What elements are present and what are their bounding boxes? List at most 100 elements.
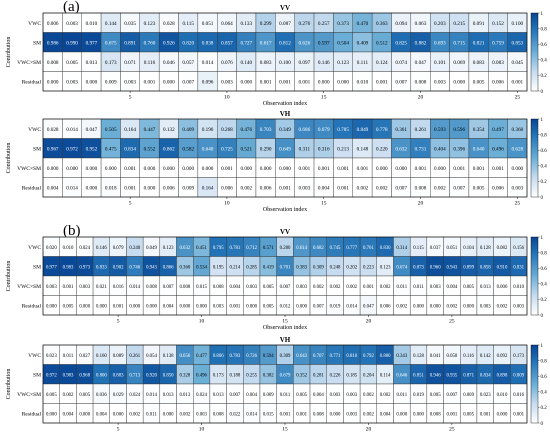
cell-value-label: 0.693 — [434, 40, 446, 46]
cell-value-label: 0.281 — [313, 373, 324, 378]
cell-value-label: 0.022 — [230, 412, 241, 417]
cell-value-label: 0.240 — [129, 246, 140, 251]
cell-value-label: 0.001 — [280, 412, 291, 417]
cell-value-label: 0.001 — [473, 166, 485, 172]
cell-value-label: 0.001 — [513, 412, 524, 417]
cell-value-label: 0.299 — [260, 21, 272, 27]
cell-value-label: 0.001 — [230, 304, 241, 309]
cell-value-label: 0.014 — [129, 285, 140, 290]
cell-value-label: 0.002 — [380, 285, 391, 290]
cell-value-label: 0.000 — [179, 304, 190, 309]
cell-value-label: 0.972 — [66, 146, 78, 152]
cell-value-label: 0.521 — [240, 146, 252, 152]
cell-value-label: 0.001 — [260, 79, 272, 85]
cell-value-label: 0.361 — [395, 127, 407, 133]
cell-value-label: 0.382 — [263, 373, 274, 378]
cell-value-label: 0.003 — [46, 285, 57, 290]
cell-value-label: 0.021 — [96, 285, 107, 290]
cell-value-label: 0.771 — [330, 354, 341, 359]
cell-value-label: 0.001 — [337, 185, 349, 191]
cell-value-label: 0.008 — [415, 79, 427, 85]
cell-value-label: 0.001 — [299, 79, 311, 85]
cell-value-label: 0.003 — [434, 79, 446, 85]
colorbar-tick-label: 0.4 — [541, 165, 548, 170]
x-tick-label: 5 — [117, 427, 120, 433]
x-tick-label: 20 — [418, 95, 424, 101]
cell-value-label: 0.447 — [144, 127, 156, 133]
cell-value-label: 0.003 — [511, 185, 523, 191]
colorbar-tick-label: 0.2 — [541, 406, 548, 411]
x-tick-label: 15 — [282, 319, 288, 325]
cell-value-label: 0.983 — [63, 373, 74, 378]
cell-value-label: 0.806 — [213, 354, 224, 359]
cell-value-label: 0.686 — [299, 127, 311, 133]
cell-value-label: 0.851 — [413, 373, 424, 378]
cell-value-label: 0.404 — [434, 146, 446, 152]
cell-value-label: 0.013 — [480, 285, 491, 290]
cell-value-label: 0.396 — [453, 146, 465, 152]
cell-value-label: 0.124 — [376, 60, 388, 66]
cell-value-label: 0.248 — [330, 265, 341, 270]
cell-value-label: 0.640 — [473, 146, 485, 152]
cell-value-label: 0.012 — [280, 304, 291, 309]
cell-value-label: 0.534 — [196, 265, 207, 270]
cell-value-label: 0.972 — [46, 373, 57, 378]
cell-value-label: 0.003 — [330, 393, 341, 398]
row-label: VWC — [28, 21, 41, 27]
cell-value-label: 0.133 — [240, 21, 252, 27]
cell-value-label: 0.001 — [453, 166, 465, 172]
cell-value-label: 0.001 — [492, 166, 504, 172]
cell-value-label: 0.001 — [511, 79, 523, 85]
cell-value-label: 0.011 — [146, 412, 157, 417]
x-tick-label: 15 — [282, 427, 288, 433]
cell-value-label: 0.761 — [363, 246, 374, 251]
cell-value-label: 0.123 — [380, 265, 391, 270]
row-label: Residual — [22, 79, 42, 85]
cell-value-label: 0.115 — [182, 21, 194, 27]
colorbar-tick-label: 0.2 — [541, 298, 548, 303]
cell-value-label: 0.497 — [492, 127, 504, 133]
cell-value-label: 0.010 — [513, 285, 524, 290]
cell-value-label: 0.013 — [86, 60, 98, 66]
cell-value-label: 0.001 — [376, 79, 388, 85]
cell-value-label: 0.054 — [146, 354, 157, 359]
x-tick-label: 5 — [117, 319, 120, 325]
cell-value-label: 0.116 — [463, 354, 474, 359]
cell-value-label: 0.000 — [146, 304, 157, 309]
cell-value-label: 0.505 — [105, 127, 117, 133]
cell-value-label: 0.007 — [395, 185, 407, 191]
cell-value-label: 0.285 — [246, 265, 257, 270]
cell-value-label: 0.593 — [434, 127, 446, 133]
cell-value-label: 0.000 — [105, 166, 117, 172]
cell-value-label: 0.276 — [299, 21, 311, 27]
colorbar — [530, 344, 539, 424]
cell-value-label: 0.005 — [79, 393, 90, 398]
colorbar-tick-label: 0.8 — [541, 133, 548, 138]
cell-value-label: 0.830 — [380, 246, 391, 251]
cell-value-label: 0.005 — [473, 79, 485, 85]
cell-value-label: 0.000 — [163, 79, 175, 85]
cell-value-label: 0.003 — [299, 185, 311, 191]
cell-value-label: 0.006 — [492, 185, 504, 191]
cell-value-label: 0.002 — [363, 412, 374, 417]
cell-value-label: 0.092 — [497, 354, 508, 359]
cell-value-label: 0.115 — [413, 246, 424, 251]
cell-value-label: 0.082 — [497, 246, 508, 251]
cell-value-label: 0.257 — [318, 21, 330, 27]
cell-value-label: 0.000 — [47, 79, 59, 85]
cell-value-label: 0.833 — [96, 265, 107, 270]
cell-value-label: 0.701 — [280, 265, 291, 270]
cell-value-label: 0.148 — [357, 146, 369, 152]
cell-value-label: 0.000 — [96, 304, 107, 309]
cell-value-label: 0.261 — [129, 354, 140, 359]
cell-value-label: 0.777 — [346, 246, 357, 251]
cell-value-label: 0.204 — [363, 373, 374, 378]
cell-value-label: 0.152 — [492, 21, 504, 27]
cell-value-label: 0.001 — [113, 304, 124, 309]
cell-value-label: 0.626 — [299, 40, 311, 46]
x-axis-label: Observation index — [263, 325, 307, 331]
heatmap-1: VV 0.006 0.003 0.010 0.144 0.035 0.123 0.028 0.1… — [6, 4, 547, 107]
cell-value-label: 0.891 — [124, 40, 136, 46]
cell-value-label: 0.000 — [86, 185, 98, 191]
cell-value-label: 0.007 — [313, 304, 324, 309]
